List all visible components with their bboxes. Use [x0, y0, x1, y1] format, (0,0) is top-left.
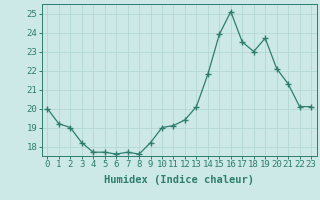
X-axis label: Humidex (Indice chaleur): Humidex (Indice chaleur) [104, 175, 254, 185]
